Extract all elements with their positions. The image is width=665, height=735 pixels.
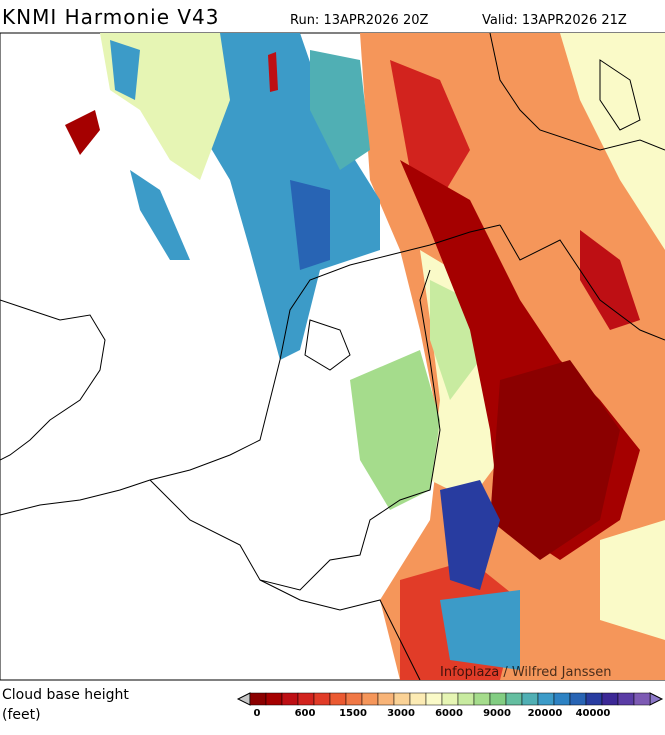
colorbar-swatch bbox=[521, 692, 539, 706]
colorbar-tick-label: 0 bbox=[254, 708, 261, 719]
cloud-field bbox=[440, 480, 500, 590]
colorbar-swatch bbox=[489, 692, 507, 706]
colorbar-arrow bbox=[649, 692, 664, 706]
cloud-field bbox=[110, 40, 140, 100]
colorbar-tick-label: 40000 bbox=[576, 708, 611, 719]
colorbar-swatch bbox=[345, 692, 363, 706]
colorbar-swatch bbox=[441, 692, 459, 706]
colorbar-swatch bbox=[265, 692, 283, 706]
colorbar-arrow bbox=[236, 692, 251, 706]
cloud-field bbox=[390, 60, 470, 200]
cloud-field bbox=[580, 230, 640, 330]
colorbar-swatch bbox=[297, 692, 315, 706]
colorbar-tick-label: 9000 bbox=[483, 708, 511, 719]
colorbar-swatch bbox=[585, 692, 603, 706]
cloud-field bbox=[600, 520, 665, 640]
colorbar-swatch bbox=[505, 692, 523, 706]
border bbox=[149, 269, 441, 591]
colorbar-swatch bbox=[329, 692, 347, 706]
colorbar-swatch bbox=[473, 692, 491, 706]
cloud-field bbox=[130, 170, 190, 260]
colorbar-swatch bbox=[457, 692, 475, 706]
colorbar-tick-label: 20000 bbox=[528, 708, 563, 719]
colorbar-tick-label: 1500 bbox=[339, 708, 367, 719]
colorbar-swatch bbox=[569, 692, 587, 706]
legend-label: Cloud base height bbox=[2, 687, 129, 703]
colorbar-swatch bbox=[249, 692, 267, 706]
cloud-field bbox=[490, 360, 620, 560]
colorbar-swatch bbox=[361, 692, 379, 706]
cloud-field bbox=[350, 350, 440, 510]
cloud-field bbox=[440, 590, 520, 670]
colorbar-swatch bbox=[425, 692, 443, 706]
colorbar-swatch bbox=[537, 692, 555, 706]
colorbar-swatch bbox=[377, 692, 395, 706]
legend-label: (feet) bbox=[2, 707, 41, 723]
border bbox=[259, 579, 421, 681]
colorbar-swatch bbox=[617, 692, 635, 706]
coastline bbox=[599, 59, 641, 131]
colorbar-swatch bbox=[409, 692, 427, 706]
cloud-field bbox=[310, 50, 370, 170]
colorbar-swatch bbox=[281, 692, 299, 706]
coastline bbox=[304, 319, 351, 371]
colorbar-swatch bbox=[601, 692, 619, 706]
colorbar-swatch bbox=[313, 692, 331, 706]
run-time: Run: 13APR2026 20Z bbox=[290, 13, 429, 28]
colorbar-swatch bbox=[633, 692, 651, 706]
map: Infoplaza / Wilfred Janssen bbox=[0, 32, 665, 681]
cloud-field bbox=[560, 33, 665, 250]
colorbar-tick-label: 600 bbox=[295, 708, 316, 719]
coastline bbox=[489, 32, 665, 151]
colorbar-swatch bbox=[393, 692, 411, 706]
coastline bbox=[499, 224, 665, 341]
colorbar-tick-label: 3000 bbox=[387, 708, 415, 719]
colorbar-tick-label: 6000 bbox=[435, 708, 463, 719]
cloud-field bbox=[268, 52, 278, 92]
coastline bbox=[0, 299, 106, 461]
cloud-field bbox=[200, 33, 380, 360]
cloud-field bbox=[290, 180, 330, 270]
colorbar: 0 600 1500 3000 6000 9000 20000 40000 bbox=[236, 692, 664, 719]
title: KNMI Harmonie V43 bbox=[2, 5, 220, 29]
valid-time: Valid: 13APR2026 21Z bbox=[482, 13, 627, 28]
cloud-field bbox=[65, 110, 100, 155]
credit: Infoplaza / Wilfred Janssen bbox=[440, 665, 612, 680]
coastline bbox=[0, 224, 501, 516]
colorbar-swatch bbox=[553, 692, 571, 706]
